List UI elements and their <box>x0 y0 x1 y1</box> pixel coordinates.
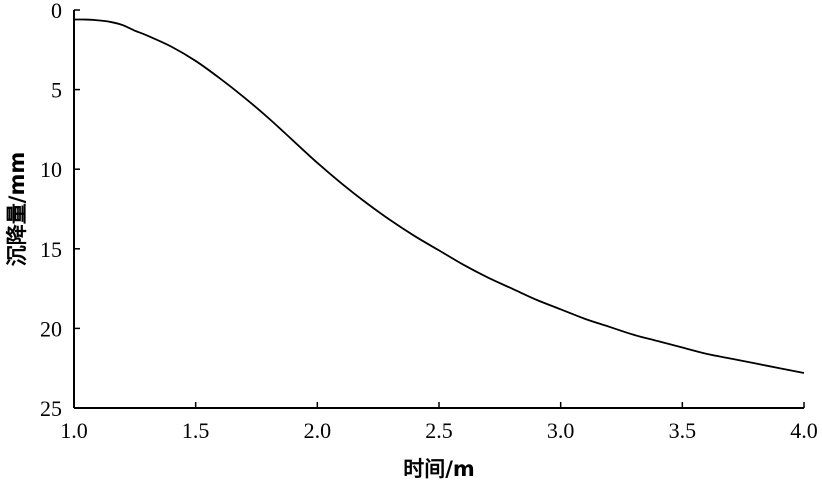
x-tick-label: 3.5 <box>669 418 697 443</box>
x-tick-label: 2.5 <box>425 418 453 443</box>
y-tick-label: 10 <box>40 157 62 182</box>
x-tick-label: 1.0 <box>60 418 88 443</box>
x-tick-label: 4.0 <box>790 418 818 443</box>
axes <box>73 10 804 409</box>
x-tick-label: 3.0 <box>547 418 575 443</box>
x-axis-title: 时间/m <box>403 457 475 481</box>
y-tick-label: 15 <box>40 237 62 262</box>
y-tick-label: 0 <box>51 0 62 23</box>
y-axis-title: 沉降量/mm <box>5 152 29 266</box>
x-ticks: 1.0 1.5 2.0 2.5 3.0 3.5 4.0 <box>60 402 818 443</box>
x-tick-label: 1.5 <box>182 418 210 443</box>
plot-area <box>73 18 805 374</box>
y-ticks: 0 5 10 15 20 25 <box>40 0 80 421</box>
y-tick-label: 20 <box>40 316 62 341</box>
settlement-curve <box>73 18 805 374</box>
y-tick-label: 25 <box>40 396 62 421</box>
y-tick-label: 5 <box>51 78 62 103</box>
x-tick-label: 2.0 <box>304 418 332 443</box>
